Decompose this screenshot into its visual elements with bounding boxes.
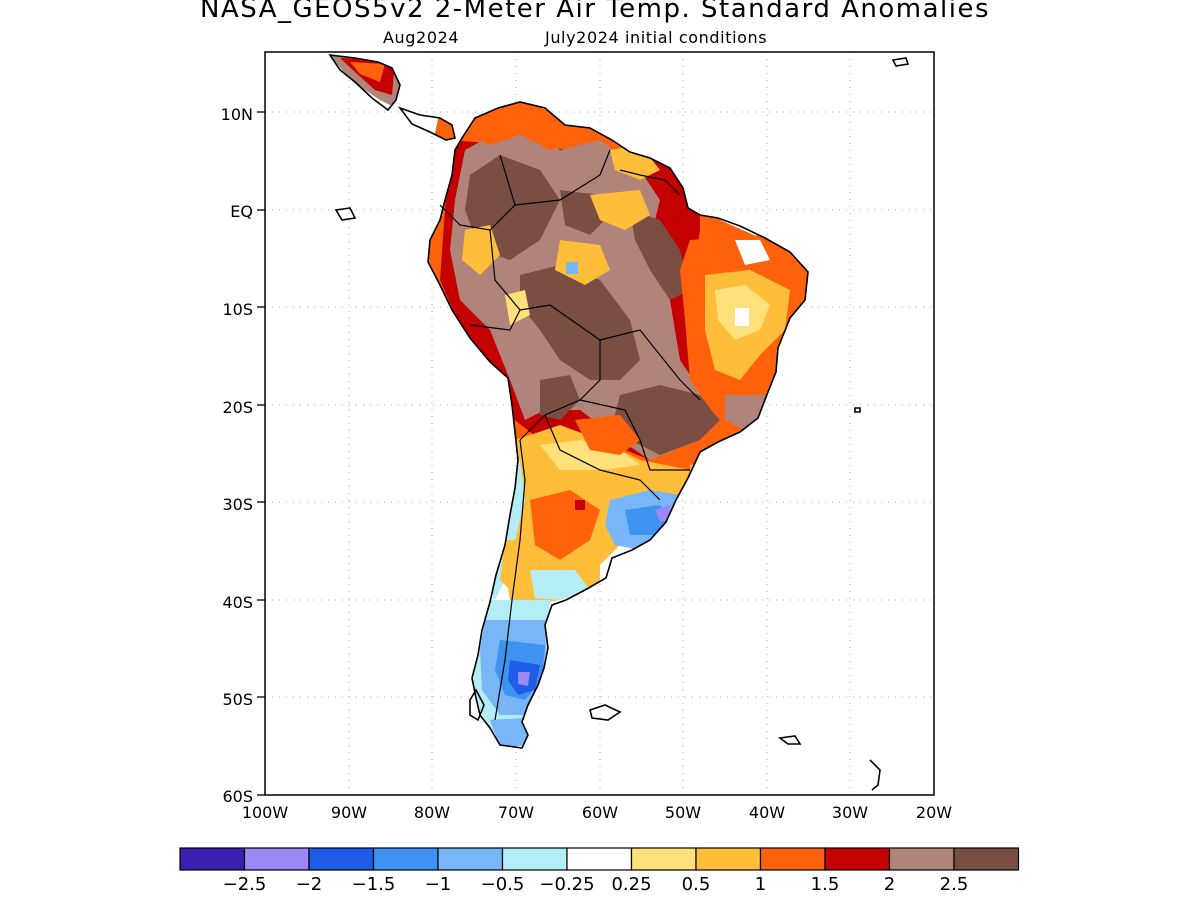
- colorbar-label: −2.5: [223, 874, 267, 895]
- lat-tick-50s: 50S: [222, 690, 253, 709]
- colorbar-swatch: [179, 847, 246, 871]
- colorbar-swatch: [695, 847, 762, 871]
- latitude-axis: 10N EQ 10S 20S 30S 40S 50S 60S: [221, 105, 253, 806]
- colorbar-label: 2: [884, 874, 895, 895]
- lat-tick-eq: EQ: [230, 202, 253, 221]
- lon-tick-90w: 90W: [331, 803, 367, 822]
- lat-tick-40s: 40S: [222, 593, 253, 612]
- lat-tick-20s: 20S: [222, 398, 253, 417]
- colorbar-label: 1: [755, 874, 766, 895]
- lat-tick-10n: 10N: [221, 105, 253, 124]
- colorbar-label: −0.25: [539, 874, 594, 895]
- lon-tick-80w: 80W: [414, 803, 450, 822]
- colorbar-label: 2.5: [940, 874, 969, 895]
- colorbar-swatch: [759, 847, 826, 871]
- lon-tick-70w: 70W: [498, 803, 534, 822]
- colorbar-swatch: [501, 847, 568, 871]
- lon-tick-30w: 30W: [832, 803, 868, 822]
- longitude-axis: 100W 90W 80W 70W 60W 50W 40W 30W 20W: [242, 803, 952, 822]
- lat-tick-10s: 10S: [222, 300, 253, 319]
- lat-tick-30s: 30S: [222, 495, 253, 514]
- colorbar-label: −2: [296, 874, 323, 895]
- colorbar-label: 0.5: [682, 874, 711, 895]
- colorbar-swatch: [824, 847, 891, 871]
- lat-tick-60s: 60S: [222, 787, 253, 806]
- coastlines: [328, 53, 910, 791]
- colorbar-swatch: [437, 847, 504, 871]
- initial-conditions: July2024 initial conditions: [545, 28, 768, 47]
- map-frame: [264, 51, 935, 796]
- forecast-month: Aug2024: [383, 28, 460, 47]
- colorbar-swatch: [308, 847, 375, 871]
- map-title: NASA_GEOS5v2 2-Meter Air Temp. Standard …: [199, 0, 991, 24]
- colorbar-label: −1.5: [352, 874, 396, 895]
- lon-tick-50w: 50W: [665, 803, 701, 822]
- colorbar-label: −0.5: [481, 874, 525, 895]
- colorbar-label: −1: [425, 874, 452, 895]
- colorbar-swatch: [888, 847, 955, 871]
- colorbar: −2.5 −2 −1.5 −1 −0.5 −0.25 0.25 0.5 1 1.5 2 2.5: [179, 847, 1020, 895]
- colorbar-swatch: [243, 847, 310, 871]
- lon-tick-60w: 60W: [582, 803, 618, 822]
- lon-tick-100w: 100W: [242, 803, 289, 822]
- lon-tick-40w: 40W: [749, 803, 785, 822]
- lon-tick-20w: 20W: [916, 803, 952, 822]
- colorbar-label: 1.5: [811, 874, 840, 895]
- colorbar-swatch: [630, 847, 697, 871]
- colorbar-swatch: [372, 847, 439, 871]
- colorbar-label: 0.25: [611, 874, 651, 895]
- colorbar-swatch: [953, 847, 1020, 871]
- colorbar-swatch: [566, 847, 633, 871]
